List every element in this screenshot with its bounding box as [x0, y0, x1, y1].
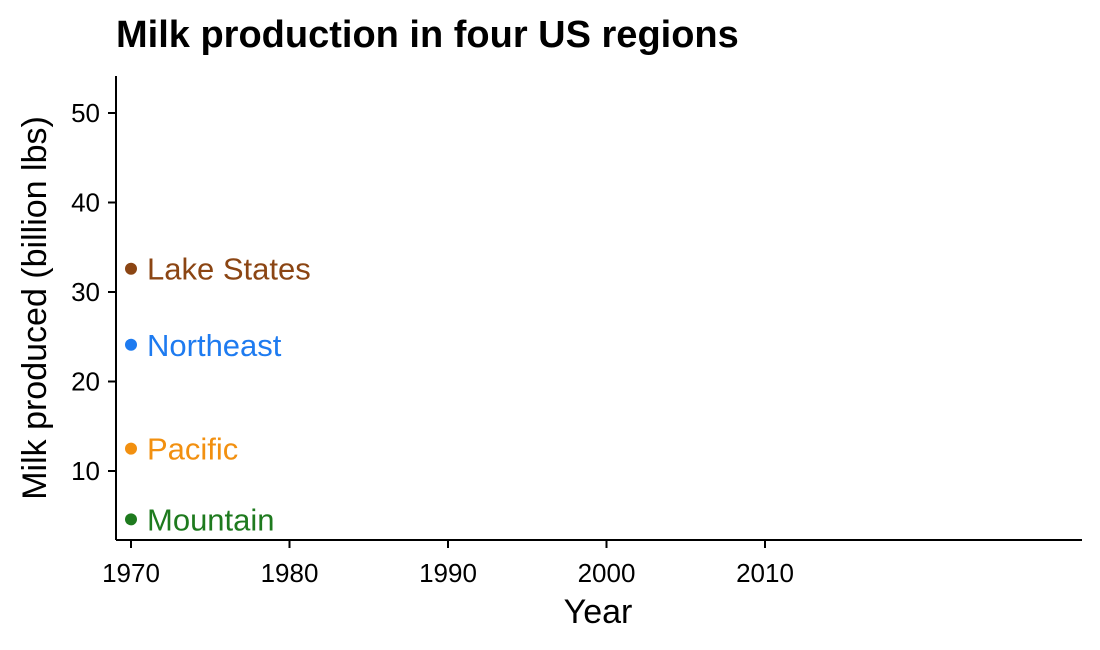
y-tick-label: 10 [71, 456, 100, 486]
y-tick-label: 20 [71, 367, 100, 397]
y-tick-label: 40 [71, 188, 100, 218]
x-tick-label: 2000 [578, 558, 636, 588]
x-tick-label: 1980 [261, 558, 319, 588]
chart-title: Milk production in four US regions [116, 14, 739, 56]
x-ticks: 1970 1980 1990 2000 2010 [102, 540, 794, 588]
y-tick-label: 50 [71, 98, 100, 128]
series-label: Pacific [147, 432, 238, 467]
series-label: Northeast [147, 328, 282, 363]
y-tick-label: 30 [71, 277, 100, 307]
data-point [125, 338, 137, 351]
x-tick-label: 1970 [102, 558, 160, 588]
series-label: Mountain [147, 502, 275, 537]
data-point [125, 442, 137, 455]
y-axis-label: Milk produced (billion lbs) [16, 116, 54, 500]
data-point [125, 513, 137, 526]
x-tick-label: 1990 [419, 558, 477, 588]
data-point [125, 262, 137, 275]
x-axis-label: Year [564, 593, 633, 631]
y-ticks: 10 20 30 40 50 [71, 98, 116, 486]
data-points: Lake States Northeast Pacific Mountain [125, 252, 311, 537]
x-tick-label: 2010 [736, 558, 794, 588]
axes [115, 76, 1082, 541]
series-label: Lake States [147, 252, 311, 287]
